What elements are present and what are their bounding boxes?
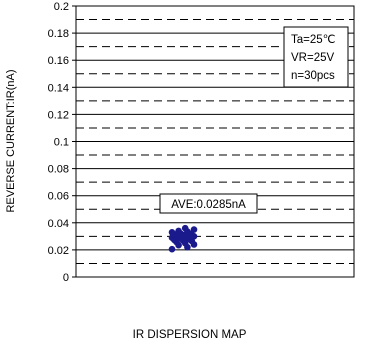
data-point xyxy=(168,228,176,236)
data-point xyxy=(188,233,196,240)
y-tick-label: 0.06 xyxy=(48,191,69,203)
y-tick-label: 0.14 xyxy=(48,82,69,94)
data-point xyxy=(190,226,198,233)
data-point xyxy=(175,227,182,235)
y-tick-label: 0.02 xyxy=(48,245,69,257)
y-axis-label: REVERSE CURRENT:IR(nA) xyxy=(5,69,17,212)
y-axis-ticks: 0 0.02 0.04 0.06 0.08 0.1 0.12 0.14 0.16 0.18 0.2 xyxy=(48,1,76,284)
condition-reverse-voltage: VR=25V xyxy=(291,52,334,64)
condition-temperature: Ta=25℃ xyxy=(291,34,336,46)
average-box: AVE:0.0285nA xyxy=(159,193,258,214)
y-tick-label: 0.12 xyxy=(48,109,69,121)
y-tick-label: 0.16 xyxy=(48,55,69,67)
data-point xyxy=(181,224,189,232)
data-points xyxy=(168,224,198,253)
chart-caption: IR DISPERSION MAP xyxy=(132,329,247,341)
data-point xyxy=(173,238,180,246)
y-tick-label: 0.1 xyxy=(54,137,69,149)
y-tick-label: 0.04 xyxy=(48,218,69,230)
y-tick-label: 0 xyxy=(63,272,69,284)
data-point xyxy=(179,232,187,239)
y-tick-label: 0.18 xyxy=(48,28,69,40)
condition-sample-count: n=30pcs xyxy=(291,70,335,82)
average-label: AVE:0.0285nA xyxy=(171,199,246,211)
conditions-box: Ta=25℃ VR=25V n=30pcs xyxy=(283,26,349,88)
y-tick-label: 0.08 xyxy=(48,164,69,176)
y-tick-label: 0.2 xyxy=(54,1,69,13)
data-point xyxy=(168,245,176,253)
